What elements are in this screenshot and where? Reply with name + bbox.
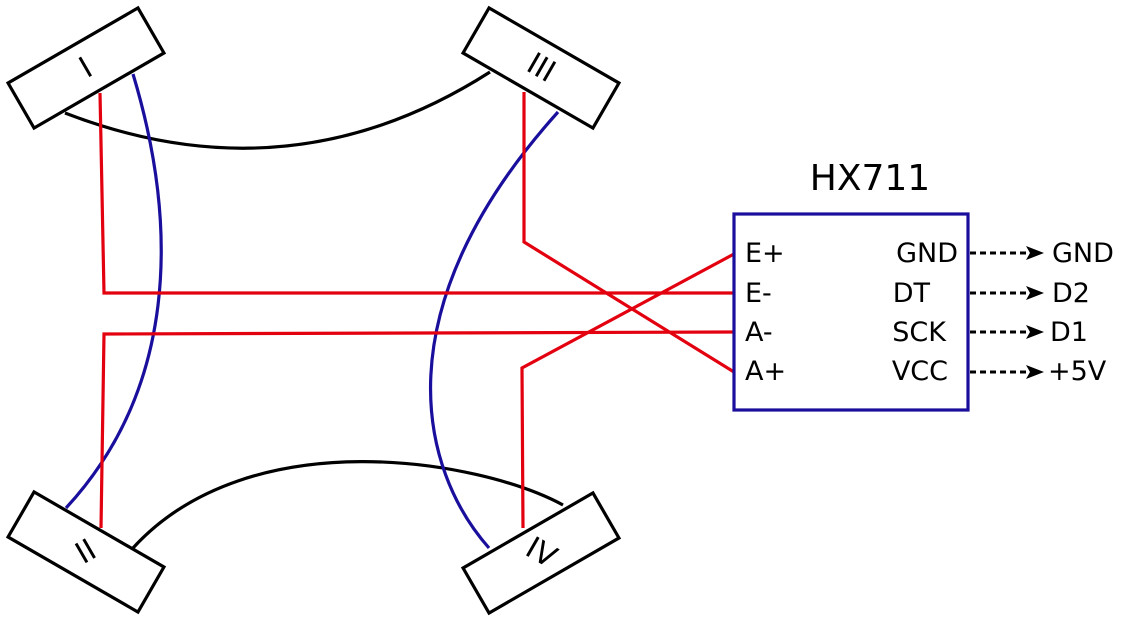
blue-wire-right (428, 110, 560, 550)
pin-dt: DT (893, 278, 931, 309)
output-label-d2: D2 (1052, 278, 1090, 309)
pin-e-minus: E- (745, 278, 772, 309)
blue-wire-left (64, 73, 163, 510)
load-cell-iv: IV (460, 490, 622, 616)
pin-a-plus: A+ (745, 356, 786, 387)
pin-e-plus: E+ (745, 238, 785, 269)
load-cell-iii: III (460, 5, 622, 131)
pin-gnd: GND (896, 238, 958, 269)
load-cell-ii: II (5, 489, 167, 615)
pin-sck: SCK (892, 317, 947, 348)
module-title: HX711 (810, 158, 930, 199)
output-arrow-5v (970, 365, 1044, 379)
output-label-5v: +5V (1048, 356, 1107, 387)
output-label-gnd: GND (1052, 238, 1114, 269)
pin-a-minus: A- (745, 317, 773, 348)
hx711-module-box (732, 212, 970, 412)
black-wire-bottom (131, 460, 564, 550)
black-wire-top (64, 70, 491, 150)
output-arrow-gnd (970, 246, 1044, 260)
red-wire-cell-ii-to-a-minus (99, 330, 735, 529)
red-wire-cell-iv-to-e-plus (520, 252, 735, 529)
output-arrow-d1 (970, 325, 1044, 339)
output-label-d1: D1 (1050, 317, 1088, 348)
pin-vcc: VCC (892, 356, 948, 387)
red-wire-cell-iii-to-a-plus (522, 92, 735, 374)
load-cell-i: I (5, 5, 167, 131)
red-wire-cell-i-to-e-minus (98, 92, 734, 295)
output-arrow-d2 (970, 286, 1044, 300)
